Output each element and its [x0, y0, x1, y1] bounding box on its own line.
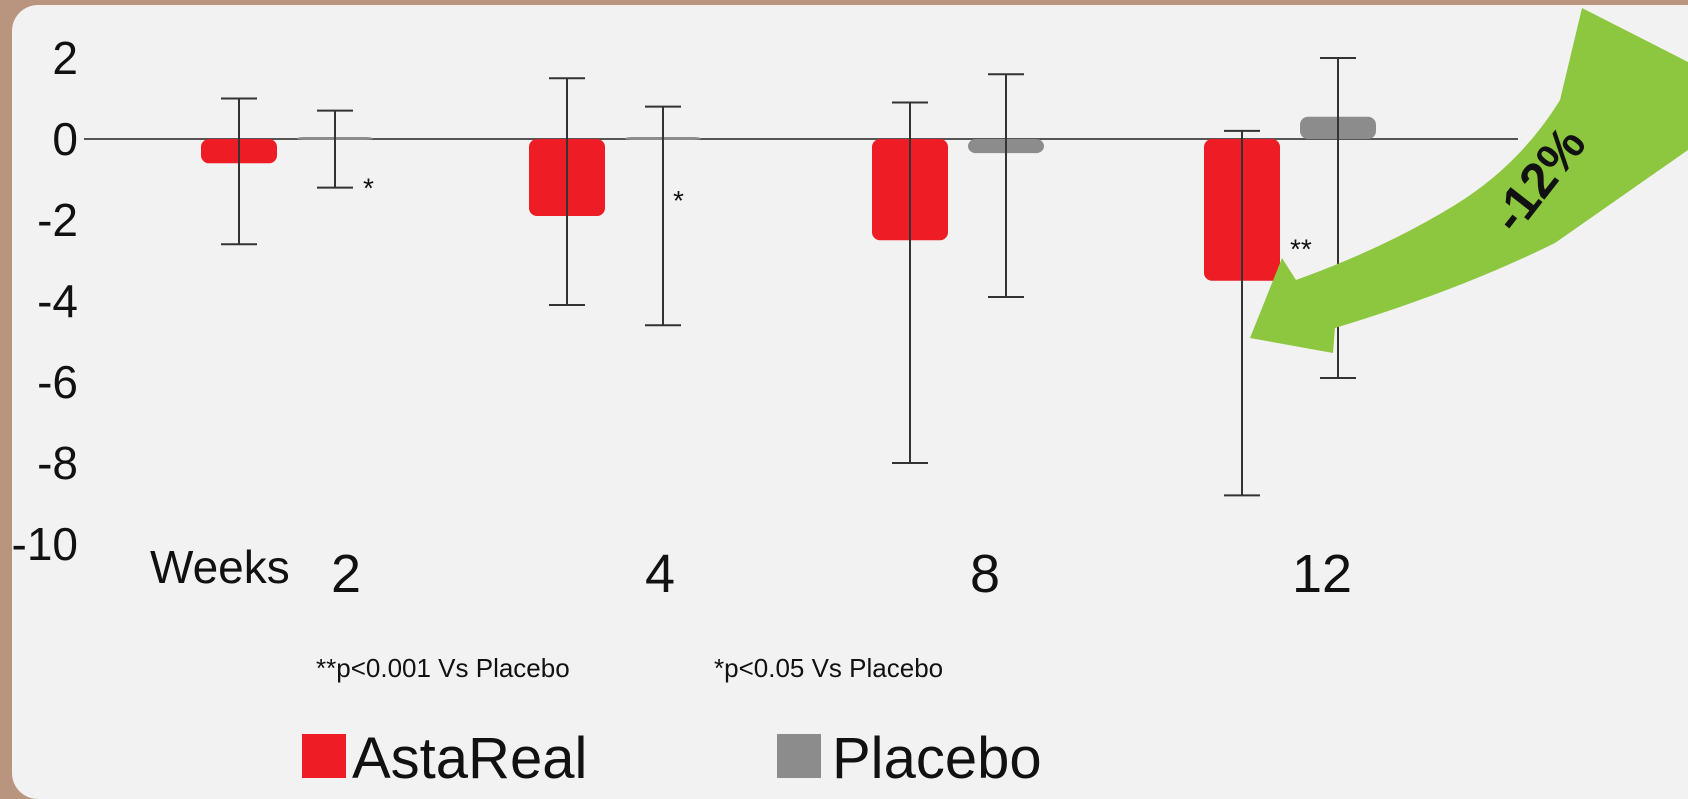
x-tick-label: 4	[645, 544, 675, 604]
x-axis-label: Weeks	[150, 541, 290, 593]
reduction-arrow	[1250, 8, 1688, 353]
footnote: **p<0.001 Vs Placebo	[316, 653, 570, 683]
legend-label-placebo: Placebo	[832, 726, 1042, 791]
y-tick-label: -10	[12, 518, 78, 570]
y-tick-label: -2	[37, 194, 78, 246]
x-tick-label: 8	[970, 544, 1000, 604]
y-tick-label: -8	[37, 437, 78, 489]
y-tick-label: -4	[37, 275, 78, 327]
chart-panel	[12, 5, 1688, 799]
footnote: *p<0.05 Vs Placebo	[714, 653, 943, 683]
significance-marker: *	[363, 173, 374, 204]
legend-swatch-astareal	[302, 734, 346, 778]
significance-marker: **	[1290, 233, 1312, 264]
significance-marker: *	[673, 185, 684, 216]
y-tick-label: -6	[37, 356, 78, 408]
legend-swatch-placebo	[777, 734, 821, 778]
y-tick-label: 0	[52, 113, 78, 165]
legend-label-astareal: AstaReal	[352, 726, 587, 791]
x-tick-label: 2	[331, 544, 361, 604]
y-tick-label: 2	[52, 32, 78, 84]
x-tick-label: 12	[1292, 544, 1352, 604]
